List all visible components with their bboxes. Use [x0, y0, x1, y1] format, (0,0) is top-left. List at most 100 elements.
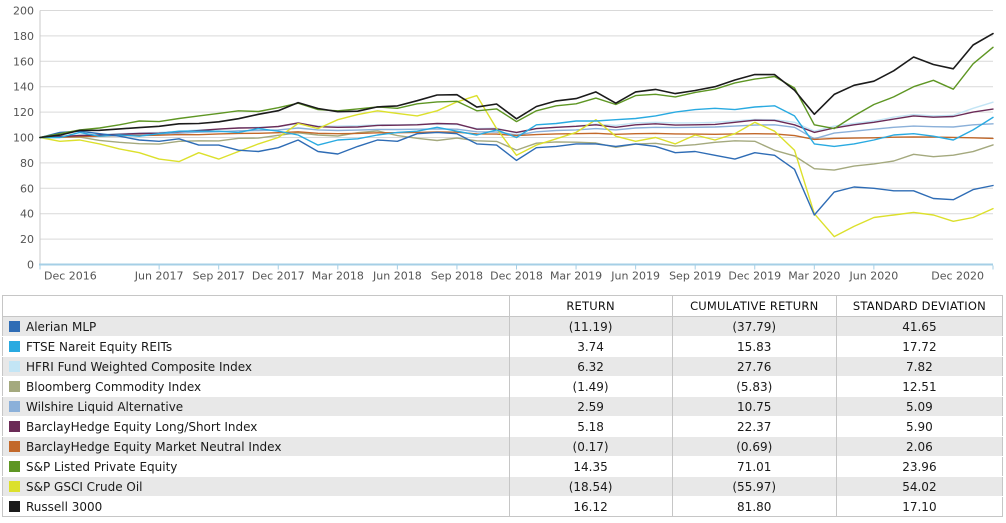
table-row[interactable]: HFRI Fund Weighted Composite Index 6.32 27…	[2, 356, 1003, 377]
y-axis-tick-label: 120	[13, 106, 34, 119]
cumulative-return-value-cell: (55.97)	[671, 476, 837, 497]
index-name-cell: Wilshire Liquid Alternative	[2, 396, 509, 417]
col-header-cumulative-return: CUMULATIVE RETURN	[671, 295, 837, 317]
index-name-cell: S&P Listed Private Equity	[2, 456, 509, 477]
x-axis-tick-label: Dec 2020	[931, 270, 984, 283]
legend-swatch-icon	[9, 420, 20, 432]
x-axis-tick-label: Jun 2018	[372, 270, 422, 283]
table-row[interactable]: S&P Listed Private Equity 14.35 71.01 23.96	[2, 456, 1003, 477]
legend-swatch-icon	[9, 500, 20, 512]
index-name-cell: BarclayHedge Equity Market Neutral Index	[2, 436, 509, 457]
index-name-cell: Russell 3000	[2, 496, 509, 517]
performance-table: RETURN CUMULATIVE RETURN STANDARD DEVIAT…	[2, 295, 1003, 517]
line-chart-canvas[interactable]: 0 20 40 60 80 100 120 140 160 180 200 Dec 2016 Jun 2…	[0, 0, 1006, 294]
index-name-cell: Bloomberg Commodity Index	[2, 376, 509, 397]
x-axis-tick-label: Jun 2019	[610, 270, 660, 283]
col-header-standard-deviation: STANDARD DEVIATION	[835, 295, 1003, 317]
y-axis-tick-label: 20	[20, 233, 34, 246]
table-row[interactable]: BarclayHedge Equity Long/Short Index 5.18…	[2, 416, 1003, 437]
chart-line-ftse-nareit-equity-reits	[39, 105, 994, 148]
table-row[interactable]: Alerian MLP (11.19) (37.79) 41.65	[2, 316, 1003, 337]
y-axis-tick-label: 0	[27, 259, 34, 272]
cumulative-return-value-cell: (0.69)	[671, 436, 837, 457]
index-name-label: S&P Listed Private Equity	[26, 459, 178, 474]
table-row[interactable]: Bloomberg Commodity Index (1.49) (5.83) 12.…	[2, 376, 1003, 397]
standard-deviation-value-cell: 12.51	[835, 376, 1003, 397]
return-value-cell: 2.59	[508, 396, 673, 417]
standard-deviation-value-cell: 7.82	[835, 356, 1003, 377]
y-axis-tick-label: 180	[13, 30, 34, 43]
y-axis-tick-label: 140	[13, 81, 34, 94]
chart-line-barclayhedge-equity-market-neutral	[39, 131, 994, 141]
x-axis-tick-label: Sep 2017	[193, 270, 245, 283]
legend-swatch-icon	[9, 380, 20, 392]
standard-deviation-value-cell: 23.96	[835, 456, 1003, 477]
index-name-label: Wilshire Liquid Alternative	[26, 399, 184, 414]
return-value-cell: (1.49)	[508, 376, 673, 397]
return-value-cell: 16.12	[508, 496, 673, 517]
return-value-cell: (11.19)	[508, 316, 673, 337]
y-axis-tick-label: 200	[13, 5, 34, 18]
return-value-cell: 14.35	[508, 456, 673, 477]
index-name-label: FTSE Nareit Equity REITs	[26, 339, 173, 354]
col-header-index-name	[2, 295, 509, 317]
cumulative-return-value-cell: 27.76	[671, 356, 837, 377]
standard-deviation-value-cell: 2.06	[835, 436, 1003, 457]
legend-swatch-icon	[9, 440, 20, 452]
x-axis-tick-label: Sep 2018	[431, 270, 483, 283]
chart-line-sp-gsci-crude-oil	[39, 94, 994, 238]
y-axis-tick-label: 80	[20, 157, 34, 170]
cumulative-return-value-cell: 10.75	[671, 396, 837, 417]
index-name-label: Russell 3000	[26, 499, 103, 514]
index-name-label: BarclayHedge Equity Long/Short Index	[26, 419, 258, 434]
table-row[interactable]: S&P GSCI Crude Oil (18.54) (55.97) 54.02	[2, 476, 1003, 497]
x-axis-tick-label: Dec 2018	[490, 270, 543, 283]
return-value-cell: 3.74	[508, 336, 673, 357]
x-axis-tick-label: Jun 2017	[134, 270, 184, 283]
cumulative-return-value-cell: (5.83)	[671, 376, 837, 397]
col-header-return: RETURN	[508, 295, 673, 317]
chart-line-sp-listed-private-equity	[39, 46, 994, 139]
x-axis-tick-label: Dec 2016	[44, 270, 97, 283]
legend-swatch-icon	[9, 400, 20, 412]
cumulative-return-value-cell: 81.80	[671, 496, 837, 517]
x-axis-tick-label: Jun 2020	[849, 270, 899, 283]
x-axis-tick-label: Dec 2019	[728, 270, 781, 283]
table-row[interactable]: Wilshire Liquid Alternative 2.59 10.75 5.09	[2, 396, 1003, 417]
legend-swatch-icon	[9, 360, 20, 372]
table-row[interactable]: Russell 3000 16.12 81.80 17.10	[2, 496, 1003, 517]
cumulative-return-value-cell: 22.37	[671, 416, 837, 437]
cumulative-return-value-cell: (37.79)	[671, 316, 837, 337]
cumulative-return-value-cell: 71.01	[671, 456, 837, 477]
index-name-label: Alerian MLP	[26, 319, 97, 334]
x-axis-tick-label: Mar 2018	[312, 270, 364, 283]
return-value-cell: (0.17)	[508, 436, 673, 457]
table-row[interactable]: FTSE Nareit Equity REITs 3.74 15.83 17.72	[2, 336, 1003, 357]
index-name-cell: S&P GSCI Crude Oil	[2, 476, 509, 497]
return-value-cell: 6.32	[508, 356, 673, 377]
index-name-cell: Alerian MLP	[2, 316, 509, 337]
growth-of-100-line-chart[interactable]: 0 20 40 60 80 100 120 140 160 180 200 Dec 2016 Jun 2…	[0, 0, 1006, 294]
chart-line-alerian-mlp	[39, 130, 994, 216]
table-row[interactable]: BarclayHedge Equity Market Neutral Index…	[2, 436, 1003, 457]
index-name-cell: BarclayHedge Equity Long/Short Index	[2, 416, 509, 437]
standard-deviation-value-cell: 5.09	[835, 396, 1003, 417]
y-axis-tick-label: 100	[13, 132, 34, 145]
standard-deviation-value-cell: 41.65	[835, 316, 1003, 337]
standard-deviation-value-cell: 5.90	[835, 416, 1003, 437]
chart-line-bloomberg-commodity	[39, 130, 994, 171]
y-axis-tick-label: 40	[20, 208, 34, 221]
chart-line-russell-3000	[39, 32, 994, 139]
x-axis-tick-label: Mar 2019	[550, 270, 602, 283]
index-name-label: HFRI Fund Weighted Composite Index	[26, 359, 253, 374]
legend-swatch-icon	[9, 340, 20, 352]
index-name-cell: HFRI Fund Weighted Composite Index	[2, 356, 509, 377]
standard-deviation-value-cell: 17.72	[835, 336, 1003, 357]
standard-deviation-value-cell: 54.02	[835, 476, 1003, 497]
return-value-cell: (18.54)	[508, 476, 673, 497]
y-axis-tick-label: 60	[20, 182, 34, 195]
legend-swatch-icon	[9, 460, 20, 472]
index-name-label: Bloomberg Commodity Index	[26, 379, 202, 394]
standard-deviation-value-cell: 17.10	[835, 496, 1003, 517]
return-value-cell: 5.18	[508, 416, 673, 437]
